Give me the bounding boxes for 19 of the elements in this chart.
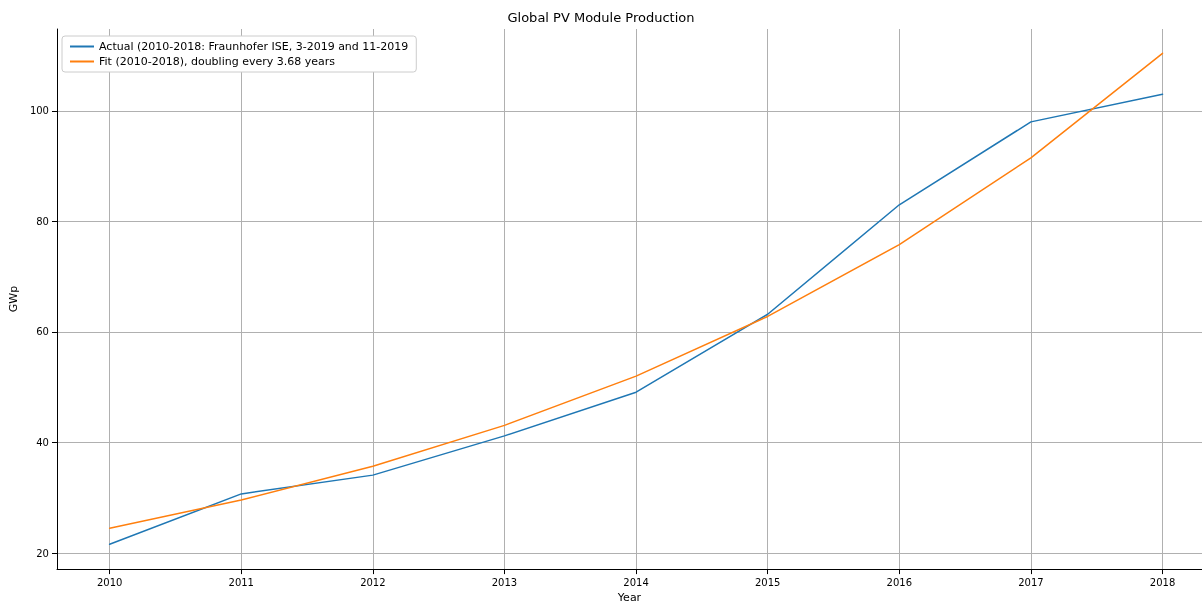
x-tick-label: 2011 [228,576,254,588]
x-tick-label: 2010 [96,576,123,588]
x-tick-label: 2014 [623,576,649,588]
x-tick-label: 2016 [886,576,913,588]
chart-title: Global PV Module Production [507,10,695,25]
y-tick-label: 80 [36,215,49,227]
y-tick-label: 100 [29,105,49,117]
y-tick-label: 40 [36,437,49,449]
x-tick-label: 2018 [1149,576,1176,588]
x-tick-label: 2015 [754,576,781,588]
x-axis-title: Year [616,591,642,604]
x-tick-label: 2013 [491,576,518,588]
y-tick-label: 20 [36,547,49,559]
legend-label: Fit (2010-2018), doubling every 3.68 years [99,55,336,68]
x-tick-label: 2017 [1018,576,1044,588]
x-tick-label: 2012 [360,576,386,588]
y-axis-title: GWp [7,285,20,313]
y-tick-label: 60 [36,326,49,338]
legend-label: Actual (2010-2018: Fraunhofer ISE, 3-2019 and 11-2019 [99,40,409,53]
